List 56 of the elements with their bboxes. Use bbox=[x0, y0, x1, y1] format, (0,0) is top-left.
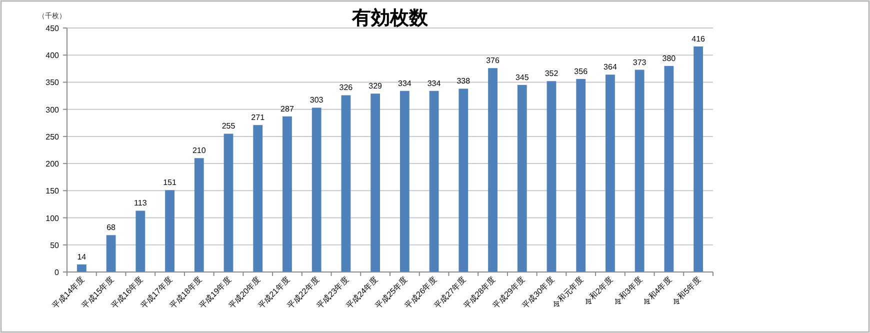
x-tick-label: 令和5年度 bbox=[670, 275, 703, 308]
bar bbox=[341, 95, 351, 272]
y-tick-label: 250 bbox=[46, 132, 60, 142]
bar bbox=[458, 88, 468, 272]
data-label: 345 bbox=[515, 72, 530, 82]
y-tick-label: 50 bbox=[50, 240, 60, 250]
data-label: 334 bbox=[398, 78, 412, 88]
y-tick-label: 200 bbox=[46, 160, 60, 169]
bar bbox=[576, 78, 586, 272]
data-label: 14 bbox=[77, 252, 87, 262]
data-label: 416 bbox=[692, 34, 706, 44]
data-label: 329 bbox=[368, 82, 383, 91]
y-tick-label: 150 bbox=[46, 186, 60, 196]
data-label: 326 bbox=[339, 83, 354, 92]
bar bbox=[606, 74, 615, 272]
y-tick-label: 450 bbox=[46, 24, 60, 33]
data-label: 303 bbox=[310, 96, 324, 105]
bar bbox=[224, 134, 234, 272]
bar bbox=[694, 46, 704, 272]
data-label: 338 bbox=[456, 76, 471, 86]
data-label: 356 bbox=[574, 66, 588, 76]
bar bbox=[253, 125, 263, 272]
data-label: 376 bbox=[486, 56, 500, 66]
bar bbox=[664, 66, 674, 272]
chart-title: 有効枚数 bbox=[351, 7, 429, 29]
bar bbox=[634, 70, 644, 272]
bar bbox=[429, 90, 439, 272]
data-label: 334 bbox=[427, 78, 442, 88]
bar bbox=[282, 116, 292, 272]
bar bbox=[165, 190, 174, 272]
data-label: 380 bbox=[662, 54, 676, 63]
data-label: 373 bbox=[632, 58, 647, 67]
y-tick-label: 350 bbox=[46, 78, 60, 88]
bar bbox=[400, 90, 410, 272]
data-label: 271 bbox=[251, 113, 266, 122]
data-label: 287 bbox=[280, 104, 294, 114]
bar bbox=[370, 94, 380, 272]
bar bbox=[76, 264, 86, 272]
bar bbox=[136, 210, 146, 272]
bar bbox=[106, 235, 116, 272]
data-label: 68 bbox=[106, 223, 116, 232]
bar bbox=[194, 158, 204, 272]
bar bbox=[312, 108, 322, 272]
data-label: 113 bbox=[134, 198, 148, 208]
data-label: 151 bbox=[163, 178, 177, 188]
data-label: 352 bbox=[544, 69, 559, 78]
data-label: 210 bbox=[192, 146, 206, 156]
bar bbox=[488, 68, 498, 272]
bar bbox=[517, 84, 527, 272]
y-tick-label: 400 bbox=[46, 51, 60, 60]
y-tick-label: 100 bbox=[46, 214, 60, 223]
y-tick-label: 0 bbox=[54, 268, 60, 277]
data-label: 364 bbox=[604, 62, 618, 72]
y-tick-label: 300 bbox=[46, 105, 60, 114]
data-label: 255 bbox=[222, 122, 236, 131]
bar bbox=[546, 81, 556, 272]
